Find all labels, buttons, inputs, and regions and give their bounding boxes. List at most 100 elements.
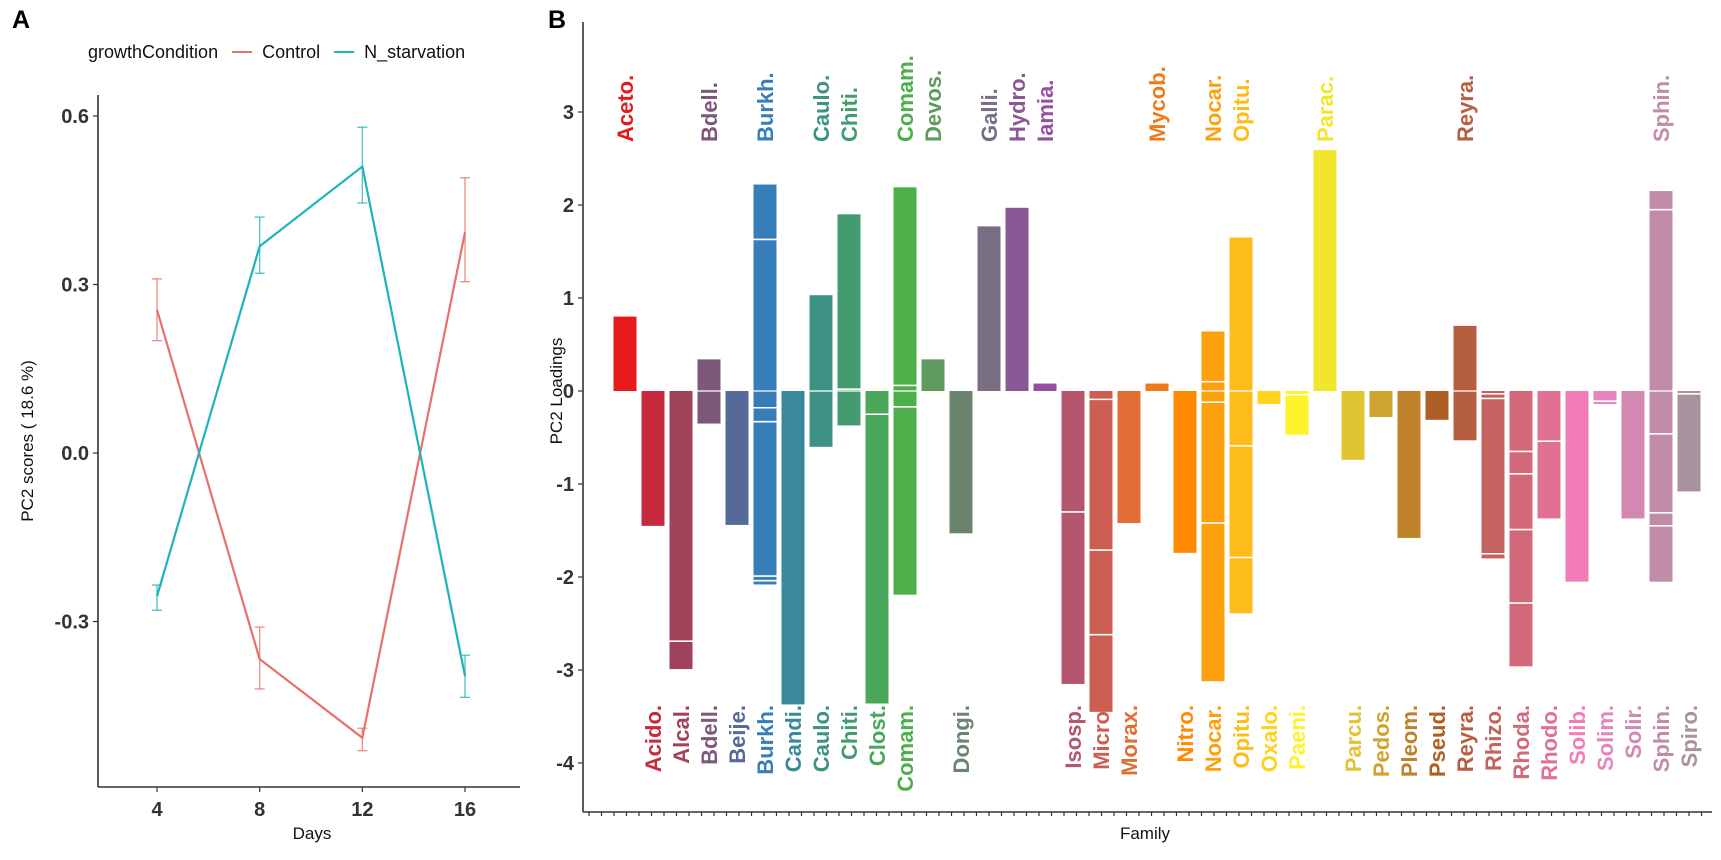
family-label-bottom-nocar: Nocar. <box>1201 705 1226 772</box>
bar-negative-segment <box>753 391 777 585</box>
panel-a-legend: growthCondition Control N_starvation <box>88 42 465 63</box>
bar-positive-segment <box>1033 383 1057 391</box>
bar-mycob <box>1145 383 1169 391</box>
family-label-bottom-rhizo: Rhizo. <box>1481 705 1506 771</box>
panel-a-letter: A <box>12 6 30 34</box>
family-label-bottom-comam: Comam. <box>893 705 918 792</box>
family-label-bottom-rhoda: Rhoda. <box>1509 705 1534 780</box>
error-bar-control <box>460 177 470 283</box>
bar-positive-segment <box>1201 331 1225 391</box>
legend-title: growthCondition <box>88 42 218 62</box>
legend-label-control: Control <box>262 42 320 62</box>
family-label-top-bdell: Bdell. <box>697 82 722 142</box>
panel-b-letter: B <box>548 6 566 34</box>
bar-hydro <box>1005 207 1029 391</box>
family-label-bottom-alcal: Alcal. <box>669 705 694 764</box>
bar-negative-segment <box>1341 391 1365 460</box>
panel-a-xlabel: Days <box>293 824 332 843</box>
bar-chiti <box>837 214 861 426</box>
bar-galli <box>977 226 1001 391</box>
bar-negative-segment <box>893 391 917 595</box>
bar-parcu <box>1341 391 1365 460</box>
family-label-bottom-caulo: Caulo. <box>809 705 834 772</box>
bar-negative-segment <box>641 391 665 526</box>
bar-oxalo <box>1257 391 1281 405</box>
bar-negative-segment <box>669 391 693 670</box>
bar-negative-segment <box>1257 391 1281 405</box>
bar-negative-segment <box>1201 391 1225 682</box>
bar-acido <box>641 391 665 526</box>
family-label-bottom-beije: Beije. <box>725 705 750 764</box>
bar-nitro <box>1173 391 1197 553</box>
bar-negative-segment <box>1397 391 1421 538</box>
bar-negative-segment <box>1117 391 1141 524</box>
family-label-bottom-isosp: Isosp. <box>1061 705 1086 769</box>
family-label-top-aceto: Aceto. <box>613 75 638 142</box>
bar-caulo <box>809 295 833 447</box>
bar-iamia <box>1033 383 1057 391</box>
family-label-bottom-sphin: Sphin. <box>1649 705 1674 772</box>
bar-bdell <box>697 359 721 424</box>
bar-positive-segment <box>1313 150 1337 391</box>
panel-b-ylabel: PC2 Loadings <box>547 338 566 445</box>
panel-a-x-tick-label: 4 <box>151 799 163 821</box>
family-label-bottom-rhodo: Rhodo. <box>1537 705 1562 781</box>
error-bar-n-starvation <box>357 126 368 204</box>
legend-label-n-starvation: N_starvation <box>364 42 465 63</box>
panel-a-y-tick-label: 0.0 <box>61 443 89 465</box>
family-label-bottom-nitro: Nitro. <box>1173 705 1198 762</box>
bar-comam <box>893 187 917 595</box>
bar-pedos <box>1369 391 1393 418</box>
bar-positive-segment <box>753 184 777 391</box>
family-label-top-comam: Comam. <box>893 55 918 142</box>
family-label-bottom-parcu: Parcu. <box>1341 705 1366 772</box>
panel-b-y-tick-label: 1 <box>563 288 574 310</box>
family-label-bottom-paeni: Paeni. <box>1285 705 1310 770</box>
family-label-bottom-pseud: Pseud. <box>1425 705 1450 777</box>
panel-a-x-tick-label: 16 <box>454 799 476 821</box>
bar-negative-segment <box>1061 391 1085 684</box>
bar-positive-segment <box>1649 191 1673 391</box>
panel-a-axes: 0.6 0.3 0.0 -0.3 4 8 12 16 <box>55 95 520 821</box>
family-label-bottom-morax: Morax. <box>1117 705 1142 776</box>
panel-b-bars <box>613 150 1701 712</box>
bar-negative-segment <box>1593 391 1617 405</box>
bar-negative-segment <box>809 391 833 447</box>
bar-negative-segment <box>1173 391 1197 553</box>
family-label-bottom-candi: Candi. <box>781 705 806 772</box>
panel-b-y-tick-label: -1 <box>556 474 574 496</box>
error-bar-control <box>152 278 162 342</box>
bar-negative-segment <box>1621 391 1645 519</box>
bar-clost <box>865 391 889 704</box>
bar-alcal <box>669 391 693 670</box>
panel-b-y-tick-label: -3 <box>556 660 574 682</box>
bar-negative-segment <box>1089 391 1113 712</box>
bar-aceto <box>613 316 637 391</box>
bar-positive-segment <box>1229 237 1253 391</box>
bar-negative-segment <box>781 391 805 705</box>
bar-sphin <box>1649 191 1673 582</box>
bar-positive-segment <box>921 359 945 391</box>
family-label-bottom-spiro: Spiro. <box>1677 705 1702 767</box>
bar-opitu <box>1229 237 1253 614</box>
bar-negative-segment <box>1565 391 1589 582</box>
error-bar-n-starvation <box>152 584 162 611</box>
family-label-bottom-burkh: Burkh. <box>753 705 778 775</box>
bar-positive-segment <box>977 226 1001 391</box>
bar-burkh <box>753 184 777 585</box>
bar-morax <box>1117 391 1141 524</box>
bar-positive-segment <box>613 316 637 391</box>
family-label-bottom-solib: Solib. <box>1565 705 1590 765</box>
family-label-top-opitu: Opitu. <box>1229 78 1254 142</box>
bar-negative-segment <box>697 391 721 424</box>
panel-a-series <box>152 126 470 752</box>
family-label-top-chiti: Chiti. <box>837 87 862 142</box>
bar-negative-segment <box>1481 391 1505 559</box>
family-label-bottom-solir: Solir. <box>1621 705 1646 759</box>
bar-negative-segment <box>1285 391 1309 435</box>
bar-candi <box>781 391 805 705</box>
bar-negative-segment <box>1677 391 1701 492</box>
bar-solir <box>1621 391 1645 519</box>
family-label-bottom-pleom: Pleom. <box>1397 705 1422 777</box>
